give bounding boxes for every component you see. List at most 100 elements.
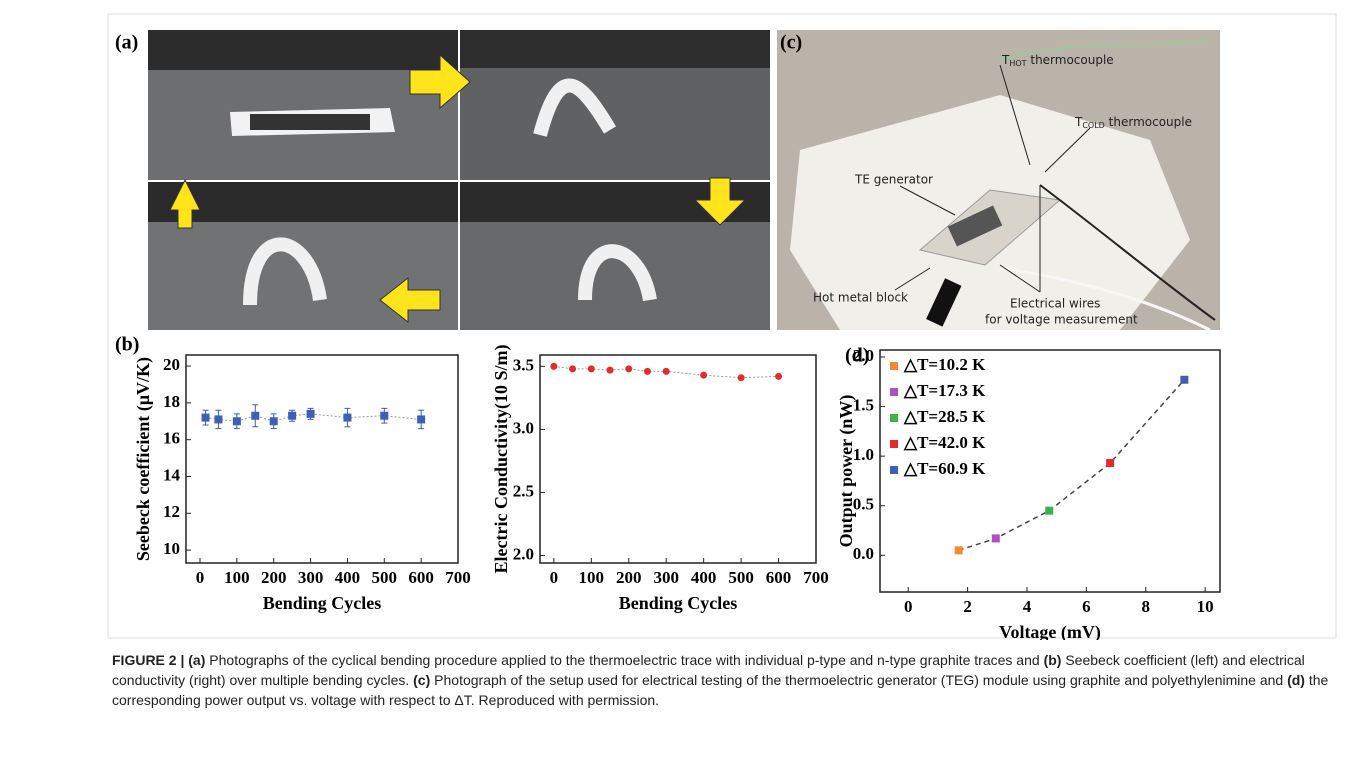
- caption-text: (a): [188, 652, 205, 668]
- point: [644, 368, 651, 375]
- page: { "panel_labels": ["(a)", "(b)", "(c)", …: [0, 0, 1348, 762]
- point: [775, 373, 782, 380]
- caption-text: (c): [413, 672, 430, 688]
- legend-swatch: [890, 466, 898, 474]
- annotation: for voltage measurement: [985, 313, 1138, 327]
- annotation: Hot metal block: [813, 291, 908, 305]
- point: [214, 415, 222, 423]
- point: [251, 412, 259, 420]
- legend-swatch: [890, 440, 898, 448]
- annotation: TE generator: [854, 173, 933, 187]
- point: [700, 372, 707, 379]
- x-axis-label: Bending Cycles: [619, 593, 738, 613]
- x-tick-label: 700: [445, 568, 471, 587]
- y-tick-label: 18: [163, 392, 180, 411]
- point: [625, 365, 632, 372]
- y-axis-label: Seebeck coefficient (μV/K): [133, 357, 154, 561]
- y-tick-label: 3.0: [513, 418, 534, 437]
- x-tick-label: 600: [766, 568, 792, 587]
- point: [663, 368, 670, 375]
- point: [417, 415, 425, 423]
- y-tick-label: 2.0: [853, 346, 874, 365]
- point: [955, 546, 963, 554]
- panel-label: (c): [780, 32, 802, 54]
- caption-text: FIGURE 2 |: [112, 652, 188, 668]
- chart: 0 100 200 300 400 500 600 700 2.0 2.5 3.0 3.5 Bendin…: [491, 345, 829, 614]
- photo-c: [777, 30, 1220, 330]
- x-tick-label: 6: [1082, 597, 1091, 616]
- point: [270, 417, 278, 425]
- x-tick-label: 400: [691, 568, 717, 587]
- plot-frame: [186, 355, 458, 563]
- point: [607, 367, 614, 374]
- x-tick-label: 700: [803, 568, 829, 587]
- photo-a: [148, 30, 770, 330]
- x-tick-label: 500: [372, 568, 398, 587]
- x-tick-label: 500: [728, 568, 754, 587]
- point: [550, 363, 557, 370]
- chart: 02468100.00.51.01.52.0Voltage (mV)Output…: [836, 346, 1220, 640]
- point: [738, 374, 745, 381]
- point: [1106, 459, 1114, 467]
- x-tick-label: 300: [298, 568, 324, 587]
- caption-text: (d): [1287, 672, 1305, 688]
- point: [1180, 376, 1188, 384]
- annotation-part: thermocouple: [1027, 53, 1114, 67]
- x-axis-label: Voltage (mV): [999, 622, 1101, 640]
- point: [992, 534, 1000, 542]
- annotation-part: COLD: [1082, 121, 1105, 130]
- point: [343, 414, 351, 422]
- x-tick-label: 2: [963, 597, 972, 616]
- legend-label: △T=42.0 K: [903, 433, 986, 452]
- legend-label: △T=60.9 K: [903, 459, 986, 478]
- x-tick-label: 4: [1023, 597, 1032, 616]
- y-tick-label: 3.5: [513, 355, 534, 374]
- annotation-part: HOT: [1009, 59, 1026, 68]
- y-tick-label: 10: [163, 539, 180, 558]
- annotation-part: thermocouple: [1105, 115, 1192, 129]
- y-tick-label: 14: [163, 465, 181, 484]
- legend-label: △T=10.2 K: [903, 355, 986, 374]
- y-tick-label: 2.0: [513, 544, 534, 563]
- x-tick-label: 600: [408, 568, 434, 587]
- legend-swatch: [890, 388, 898, 396]
- point: [233, 417, 241, 425]
- panel-label: (a): [115, 32, 138, 54]
- panel-label: (b): [115, 334, 139, 356]
- point: [569, 365, 576, 372]
- point: [288, 412, 296, 420]
- y-axis-label: Electric Conductivity(10 S/m): [491, 345, 512, 574]
- annotation: Electrical wires: [1010, 297, 1100, 311]
- x-tick-label: 0: [904, 597, 913, 616]
- x-tick-label: 0: [550, 568, 559, 587]
- x-tick-label: 8: [1142, 597, 1151, 616]
- point: [1045, 507, 1053, 515]
- caption-text: (b): [1044, 652, 1062, 668]
- y-tick-label: 16: [163, 429, 180, 448]
- y-tick-label: 20: [163, 355, 180, 374]
- caption-text: Photographs of the cyclical bending proc…: [205, 652, 1043, 668]
- caption: FIGURE 2 | (a) Photographs of the cyclic…: [112, 650, 1337, 710]
- point: [588, 365, 595, 372]
- y-tick-label: 2.5: [513, 481, 534, 500]
- x-tick-label: 10: [1197, 597, 1214, 616]
- point: [307, 410, 315, 418]
- x-axis-label: Bending Cycles: [263, 593, 382, 613]
- plot-frame: [540, 355, 816, 563]
- legend-label: △T=17.3 K: [903, 381, 986, 400]
- x-tick-label: 200: [616, 568, 642, 587]
- y-tick-label: 12: [163, 502, 180, 521]
- fit-line: [959, 380, 1185, 551]
- x-tick-label: 200: [261, 568, 287, 587]
- legend-swatch: [890, 362, 898, 370]
- y-axis-label: Output power (nW): [836, 395, 857, 548]
- x-tick-label: 300: [653, 568, 679, 587]
- point: [380, 412, 388, 420]
- x-tick-label: 100: [579, 568, 605, 587]
- point: [202, 414, 210, 422]
- figure: THOT thermocouple TCOLD thermocouple TE …: [0, 0, 1348, 640]
- legend-label: △T=28.5 K: [903, 407, 986, 426]
- x-tick-label: 0: [196, 568, 205, 587]
- x-tick-label: 400: [335, 568, 361, 587]
